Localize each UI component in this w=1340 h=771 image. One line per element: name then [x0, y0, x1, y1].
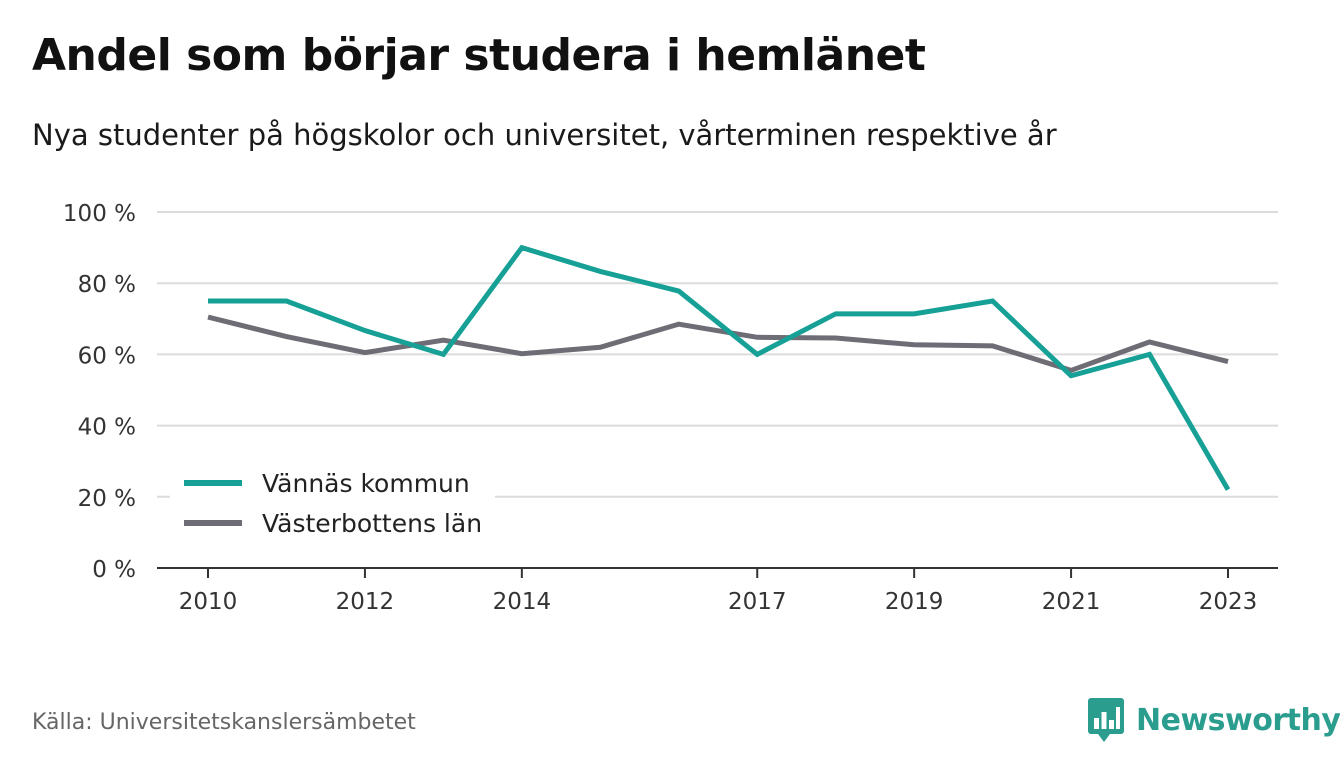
y-tick-label-0: 0 %	[92, 557, 136, 583]
y-axis-tick-labels: 0 % 20 % 40 % 60 % 80 % 100 %	[63, 201, 136, 583]
legend-label-0: Vännäs kommun	[262, 469, 470, 498]
x-axis: 2010 2012 2014 2017 2019 2021 2023	[157, 567, 1278, 615]
x-tick-label-2014: 2014	[493, 589, 552, 615]
bar-chart-speech-bubble-icon	[1088, 698, 1124, 742]
x-tick-label-2019: 2019	[885, 589, 944, 615]
legend-label-1: Västerbottens län	[262, 509, 482, 538]
x-tick-label-2012: 2012	[336, 589, 395, 615]
x-tick-label-2023: 2023	[1199, 589, 1258, 615]
y-tick-label-40: 40 %	[78, 415, 136, 441]
x-tick-label-2010: 2010	[179, 589, 238, 615]
y-tick-label-80: 80 %	[78, 272, 136, 298]
y-tick-label-20: 20 %	[78, 486, 136, 512]
source-note: Källa: Universitetskanslersämbetet	[32, 710, 416, 735]
brand-logo: Newsworthy	[1088, 698, 1340, 742]
series-line-0	[208, 244, 1231, 491]
chart-title: Andel som börjar studera i hemlänet	[32, 30, 926, 81]
chart-subtitle: Nya studenter på högskolor och universit…	[32, 118, 1057, 152]
x-tick-label-2021: 2021	[1042, 589, 1101, 615]
legend-background	[170, 462, 495, 550]
x-tick-label-2017: 2017	[728, 589, 787, 615]
y-tick-label-100: 100 %	[63, 201, 136, 227]
series-lines	[207, 244, 1231, 491]
brand-name: Newsworthy	[1136, 702, 1340, 738]
y-tick-label-60: 60 %	[78, 343, 136, 369]
legend: Vännäs kommun Västerbottens län	[170, 462, 495, 550]
line-chart: 0 %20 %40 %60 %80 %100 % 2010 2012 2014 201…	[63, 201, 1278, 615]
